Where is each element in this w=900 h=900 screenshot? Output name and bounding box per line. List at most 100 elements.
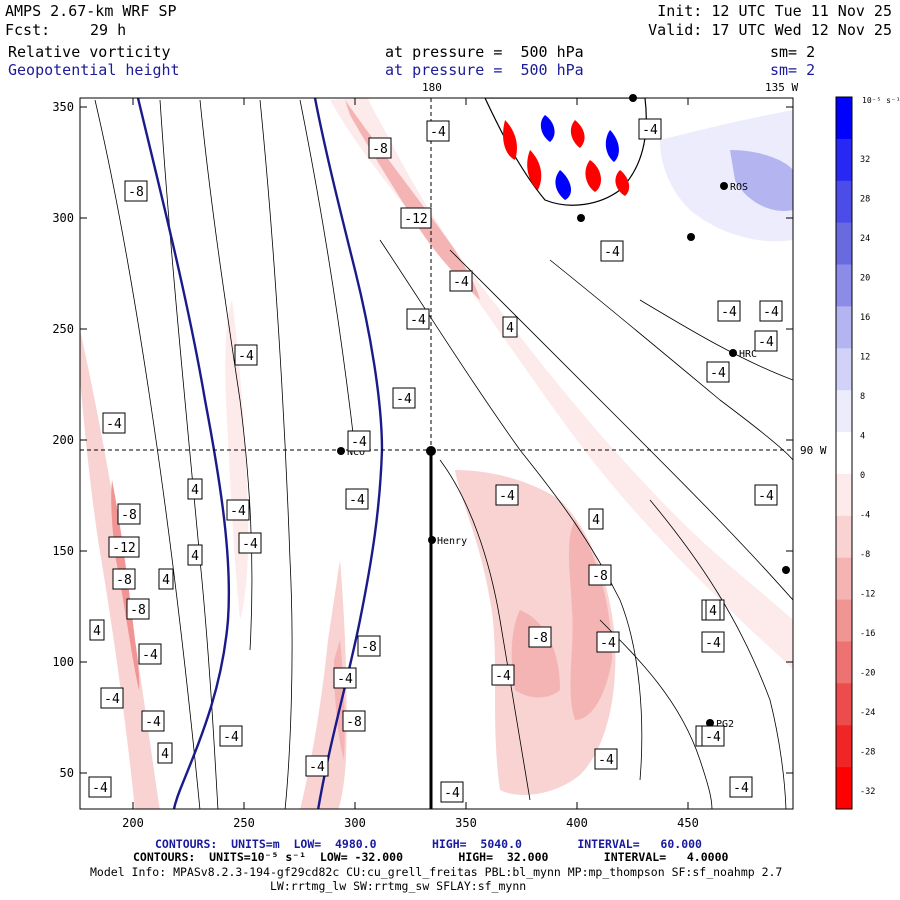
init-time: Init: 12 UTC Tue 11 Nov 25	[657, 2, 892, 20]
colorbar-segment	[836, 557, 852, 601]
svg-text:-8: -8	[121, 508, 137, 523]
valid-time: Valid: 17 UTC Wed 12 Nov 25	[648, 21, 892, 39]
station-henry-marker	[428, 536, 436, 544]
svg-text:4: 4	[191, 483, 199, 498]
colorbar-label: 20	[860, 274, 870, 284]
svg-text:-4: -4	[598, 753, 614, 768]
vorticity-negative-upper-right-2	[730, 150, 793, 211]
colorbar-label: 4	[860, 432, 865, 442]
contour-labels: -4 -8 -12 -4 -8 -4 -4 -4 4 -4 -4 -4 -4 -4 -4 -4 -8 -12 -8 -…	[88, 118, 783, 803]
colorbar-label: -24	[860, 708, 875, 718]
contour-value-label: -4	[333, 667, 357, 689]
contour-value-label: -8	[588, 564, 612, 586]
svg-text:-12: -12	[112, 541, 135, 556]
svg-text:-4: -4	[230, 504, 246, 519]
field2-name: Geopotential height	[8, 61, 180, 79]
svg-text:-4: -4	[106, 417, 122, 432]
colorbar-label: -12	[860, 590, 875, 600]
svg-text:-4: -4	[758, 335, 774, 350]
svg-text:-4: -4	[410, 313, 426, 328]
y-tick-label: 50	[60, 766, 74, 780]
colorbar-label: -32	[860, 787, 875, 797]
colorbar-segment	[836, 348, 852, 391]
svg-text:-4: -4	[444, 786, 460, 801]
station-label-hrc: HRC	[739, 349, 757, 360]
station-markers: NCO Henry HRC ROS PG2	[337, 94, 790, 730]
contour-value-label: -4	[449, 270, 473, 292]
svg-text:-4: -4	[309, 760, 325, 775]
svg-text:4: 4	[162, 573, 170, 588]
svg-text:-4: -4	[349, 493, 365, 508]
contour-value-label: 4	[187, 544, 203, 566]
contour-value-label: -8	[528, 626, 552, 648]
svg-text:-4: -4	[238, 349, 254, 364]
contour-value-label: -4	[426, 120, 450, 142]
field2-smoothing: sm= 2	[770, 61, 816, 79]
station-blob-marker-2	[687, 233, 695, 241]
station-label-ros: ROS	[730, 182, 748, 193]
contour-value-label: -8	[112, 568, 136, 590]
contour-value-label: -4	[759, 300, 783, 322]
vorticity-negative-upper-right	[660, 110, 793, 242]
colorbar-label: 32	[860, 155, 870, 165]
vorticity-core-lower-right	[511, 610, 560, 698]
contour-value-label: -4	[495, 484, 519, 506]
x-tick-label: 400	[566, 816, 588, 830]
colorbar-label: -8	[860, 550, 870, 560]
colorbar-segment	[836, 138, 852, 182]
contour-value-label: -4	[754, 330, 778, 352]
contour-value-label: -4	[406, 308, 430, 330]
x-tick-label: 200	[122, 816, 144, 830]
vorticity-core-diagonal	[345, 100, 480, 300]
vorticity-band-center	[300, 560, 347, 809]
footer-height-contours: CONTOURS: UNITS=m LOW= 4980.0 HIGH= 5040…	[155, 837, 702, 851]
svg-text:-8: -8	[346, 715, 362, 730]
footer-model-info: Model Info: MPASv8.2.3-194-gf29cd82c CU:…	[90, 865, 783, 879]
svg-text:-8: -8	[532, 631, 548, 646]
colorbar-segment	[836, 306, 852, 349]
svg-text:-8: -8	[128, 185, 144, 200]
contour-value-label: -4	[305, 755, 329, 777]
svg-text:-4: -4	[604, 245, 620, 260]
station-label-henry: Henry	[437, 536, 467, 547]
contour-value-label: -4	[594, 748, 618, 770]
colorbar-label: 28	[860, 195, 870, 205]
colorbar-segment	[836, 767, 852, 810]
contour-value-label: -4	[88, 776, 112, 798]
svg-text:-4: -4	[104, 692, 120, 707]
y-tick-label: 300	[52, 211, 74, 225]
colorbar: 32 28 24 20 16 12 8 4 0 -4 -8 -12 -16 -20 -24 -28 -32	[835, 96, 875, 810]
y-tick-label: 150	[52, 544, 74, 558]
plot-frame	[79, 97, 794, 810]
svg-text:-8: -8	[372, 142, 388, 157]
footer-vorticity-contours: CONTOURS: UNITS=10⁻⁵ s⁻¹ LOW= -32.000 HI…	[133, 850, 729, 864]
contour-value-label: 4	[157, 742, 173, 764]
contour-value-label: -4	[706, 361, 730, 383]
contour-value-label: 4	[158, 568, 174, 590]
contour-value-label: -4	[141, 710, 165, 732]
contour-value-label: -4	[491, 664, 515, 686]
y-tick-label: 250	[52, 322, 74, 336]
contour-value-label: -4	[347, 430, 371, 452]
svg-text:-4: -4	[642, 123, 658, 138]
svg-text:4: 4	[592, 513, 600, 528]
contour-value-label: -8	[342, 710, 366, 732]
contour-value-label: -4	[701, 725, 725, 747]
height-contour-4980	[136, 98, 231, 809]
colorbar-label: -16	[860, 629, 875, 639]
contour-value-label: -4	[638, 118, 662, 140]
vorticity-fill-layer	[80, 98, 793, 809]
lon-label-135w: 135 W	[765, 81, 798, 94]
y-tick-label: 350	[52, 100, 74, 114]
svg-text:-4: -4	[495, 669, 511, 684]
station-ros-marker	[720, 182, 728, 190]
colorbar-label: -20	[860, 669, 875, 679]
forecast-hour: 29 h	[90, 21, 127, 39]
svg-text:-8: -8	[116, 573, 132, 588]
colorbar-segment	[836, 683, 852, 726]
svg-text:-4: -4	[721, 305, 737, 320]
station-pg2-marker	[706, 719, 714, 727]
contour-value-label: -8	[368, 137, 392, 159]
x-tick-label: 300	[344, 816, 366, 830]
